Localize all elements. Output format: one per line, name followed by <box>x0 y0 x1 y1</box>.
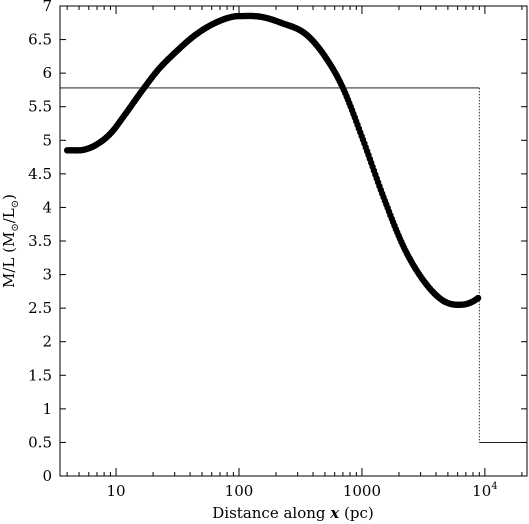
y-tick-label: 3.5 <box>28 232 52 250</box>
y-tick-label: 2.5 <box>28 299 52 317</box>
y-tick-label: 1.5 <box>28 366 52 384</box>
y-tick-label: 0 <box>42 467 52 485</box>
step-line <box>60 87 527 443</box>
y-tick-label: 4.5 <box>28 165 52 183</box>
data-point <box>474 294 482 302</box>
y-tick-label: 1 <box>42 400 52 418</box>
x-axis-label: Distance along x (pc) <box>212 504 373 522</box>
y-tick-label: 6.5 <box>28 31 52 49</box>
y-tick-label: 5.5 <box>28 98 52 116</box>
x-tick-label: 100 <box>225 482 254 500</box>
plot-frame <box>59 5 528 477</box>
y-axis-label: M/L (M⊙/L⊙) <box>0 194 21 288</box>
y-tick-label: 5 <box>42 131 52 149</box>
y-tick-label: 7 <box>42 0 52 15</box>
y-tick-label: 4 <box>42 198 52 216</box>
y-axis-ticks: 0 0.5 1 1.5 2 2.5 3 3.5 4 4.5 5 5.5 6 6.5 7 <box>28 0 527 485</box>
y-tick-label: 6 <box>42 64 52 82</box>
x-tick-label: 104 <box>472 481 497 500</box>
x-tick-label: 10 <box>107 482 126 500</box>
x-tick-label: 1000 <box>343 482 381 500</box>
y-tick-label: 0.5 <box>28 433 52 451</box>
data-points <box>63 12 482 308</box>
y-tick-label: 3 <box>42 266 52 284</box>
y-tick-label: 2 <box>42 333 52 351</box>
x-axis-ticks: 10 100 1000 104 <box>66 6 523 500</box>
